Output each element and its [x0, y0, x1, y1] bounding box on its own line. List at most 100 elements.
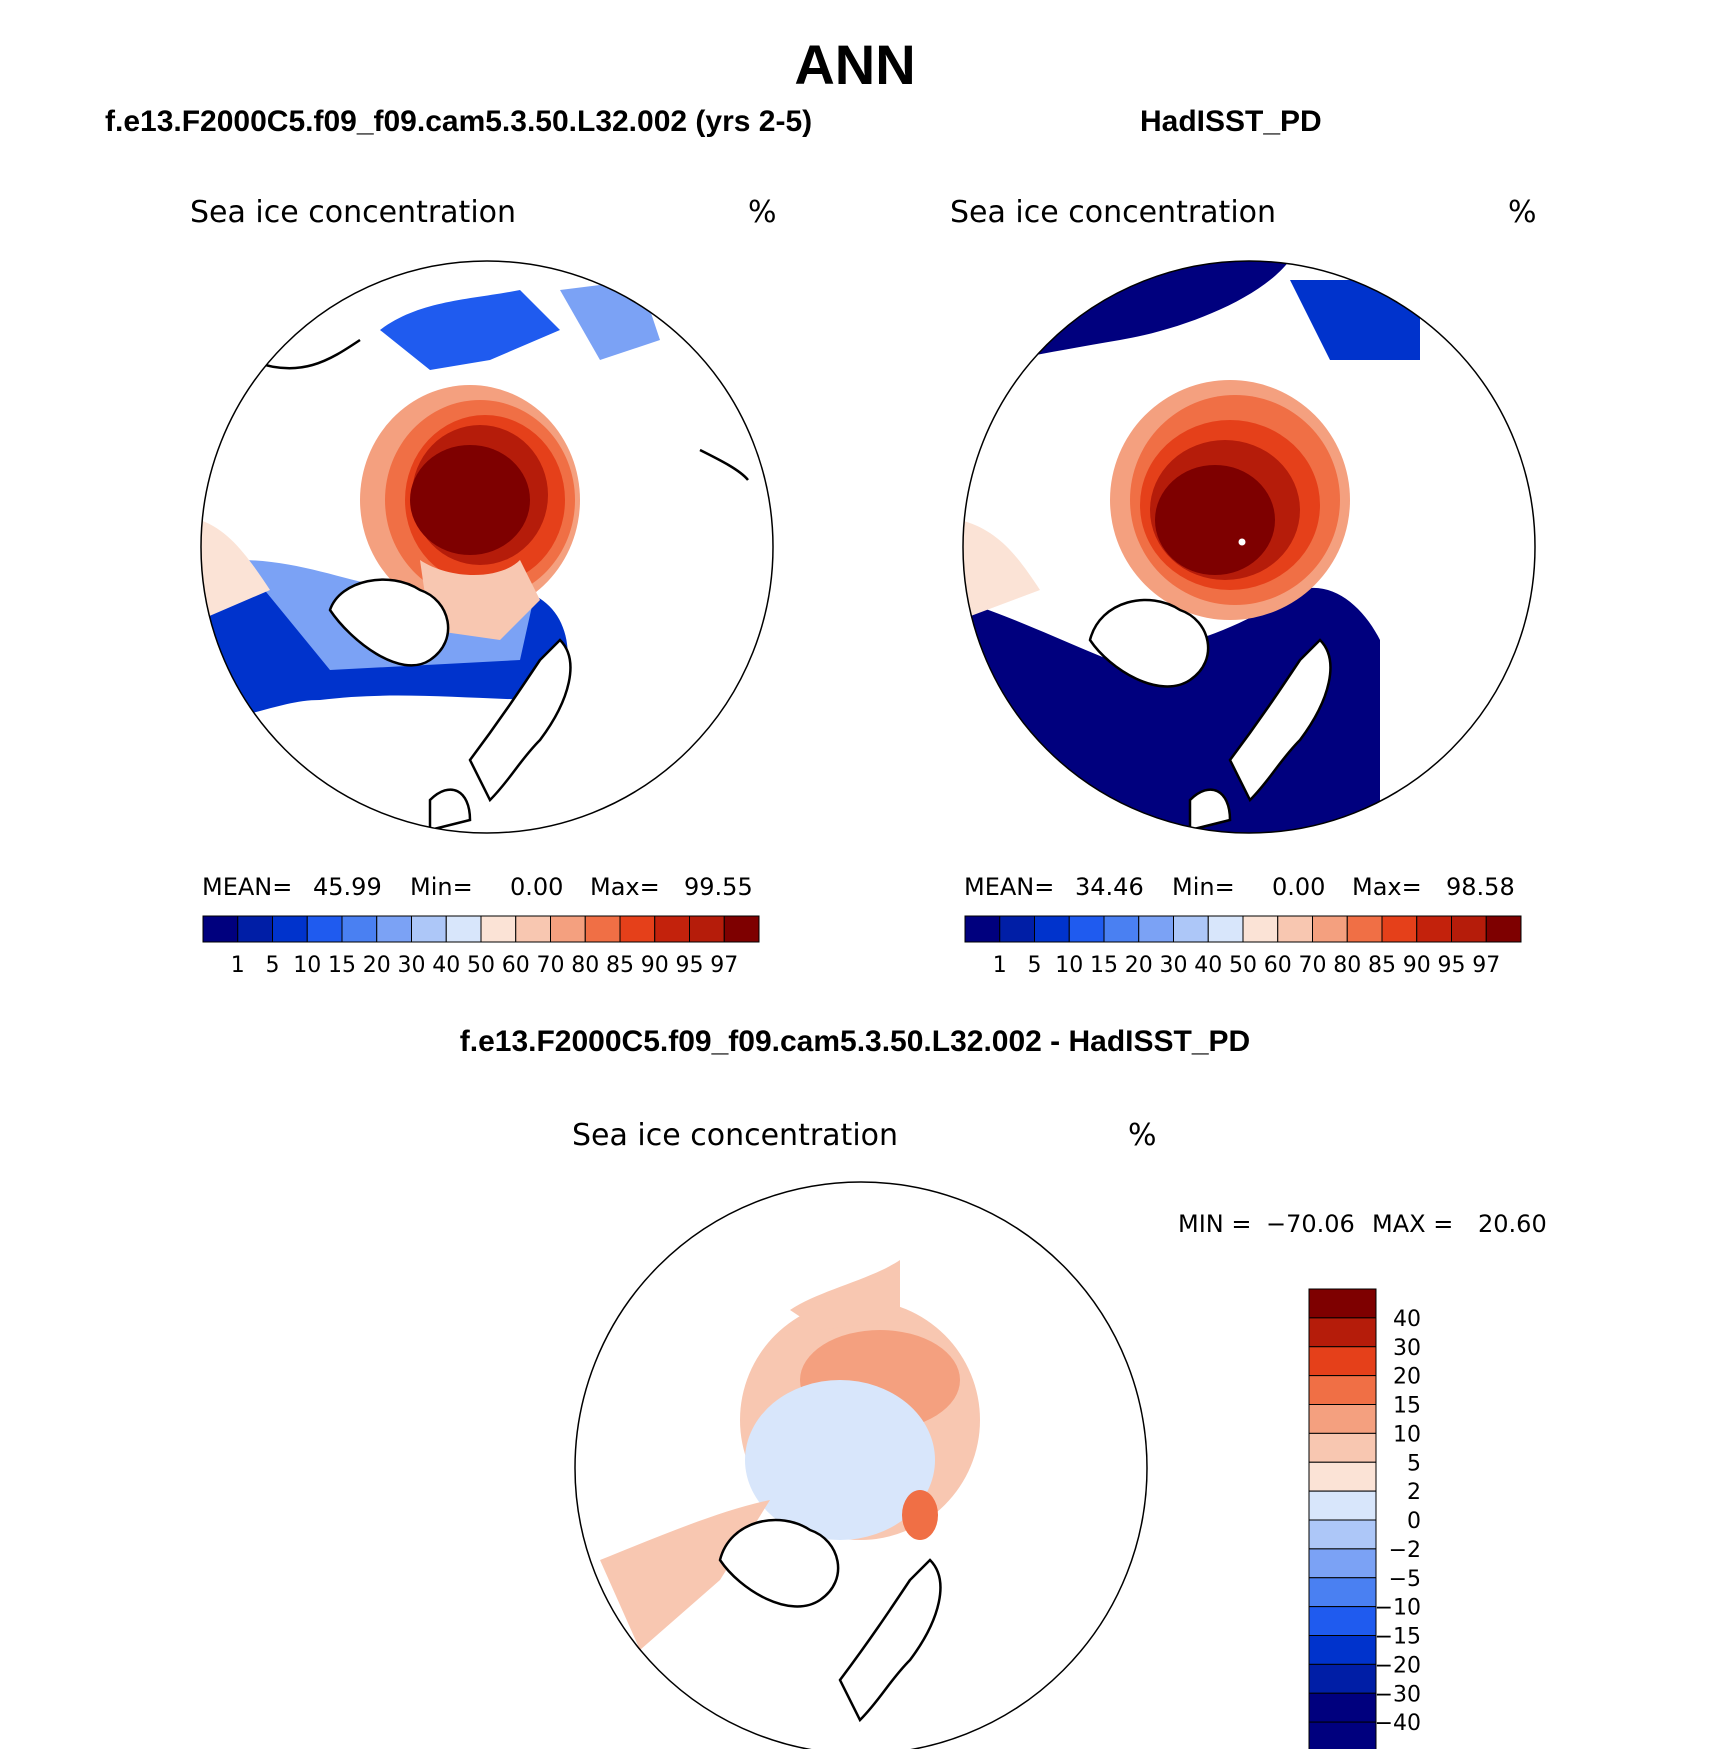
colorbar-tick-label: −5: [1389, 1567, 1421, 1592]
mean-label-obs: MEAN=: [964, 873, 1054, 901]
pole-hole: [1238, 538, 1246, 546]
colorbar-swatch: [202, 915, 239, 943]
colorbar-swatch: [1308, 1519, 1377, 1550]
ice-70: [420, 560, 540, 640]
colorbar-tick-label: −40: [1375, 1711, 1421, 1736]
colorbar-tick-label: 30: [1160, 953, 1188, 978]
mean-value-obs: 34.46: [1075, 873, 1144, 901]
colorbar-swatch: [515, 915, 551, 943]
colorbar-tick-label: 10: [1393, 1422, 1421, 1447]
panel-model: Sea ice concentration % MEAN= 45.99 Min=…: [190, 195, 777, 978]
colorbar-tick-label: 60: [1264, 953, 1292, 978]
colorbar-swatch: [1103, 915, 1140, 943]
min-label-obs: Min=: [1172, 873, 1235, 901]
colorbar-tick-label: 5: [266, 953, 280, 978]
colorbar-tick-label: 30: [398, 953, 426, 978]
max-value-obs: 98.58: [1446, 873, 1515, 901]
colorbar-swatch: [1173, 915, 1209, 943]
colorbar-tick-label: 20: [363, 953, 391, 978]
colorbar-tick-label: 85: [606, 953, 634, 978]
ice-97: [410, 445, 530, 555]
colorbar-tick-label: 15: [328, 953, 356, 978]
colorbar-tick-label: 10: [293, 953, 321, 978]
colorbar-swatch: [1277, 915, 1313, 943]
units-label-difference: %: [1128, 1118, 1157, 1153]
max-label-model: Max=: [590, 873, 660, 901]
max-label-obs: Max=: [1352, 873, 1422, 901]
colorbar-tick-label: 15: [1393, 1394, 1421, 1419]
colorbar-swatch: [272, 915, 308, 943]
colorbar-swatch: [1308, 1375, 1377, 1405]
colorbar-tick-label: −10: [1375, 1596, 1421, 1621]
colorbar-swatch: [1308, 1721, 1377, 1749]
colorbar-tick-label: 1: [993, 953, 1007, 978]
colorbar-tick-label: 97: [710, 953, 738, 978]
colorbar-tick-label: 10: [1055, 953, 1083, 978]
min-value-obs: 0.00: [1272, 873, 1325, 901]
colorbar-swatch: [1308, 1461, 1377, 1492]
polar-map-model: [201, 261, 773, 833]
colorbar-swatch: [237, 915, 273, 943]
colorbar-swatch: [964, 915, 1001, 943]
colorbar-tick-label: 80: [571, 953, 599, 978]
colorbar-tick-label: 5: [1028, 953, 1042, 978]
max-value-difference: 20.60: [1478, 1210, 1547, 1238]
colorbar-swatch: [1381, 915, 1418, 943]
min-label-difference: MIN =: [1178, 1210, 1251, 1238]
colorbar-tick-label: 20: [1125, 953, 1153, 978]
colorbar-tick-label: 70: [1299, 953, 1327, 978]
colorbar-swatch: [654, 915, 690, 943]
colorbar-tick-label: 40: [1194, 953, 1222, 978]
diff-near-zero: [745, 1380, 935, 1540]
variable-label-obs: Sea ice concentration: [950, 195, 1276, 230]
colorbar-obs: 1 5 10 15 20 30 40 50 60 70 80 85 90 95 97: [964, 915, 1522, 978]
colorbar-swatch: [376, 915, 412, 943]
colorbar-swatch: [1308, 1577, 1377, 1608]
mean-value-model: 45.99: [313, 873, 382, 901]
colorbar-swatch: [480, 915, 517, 943]
british-isles-coast: [428, 788, 472, 832]
greenland-coast-obs: [1088, 598, 1210, 688]
colorbar-swatch: [1034, 915, 1070, 943]
colorbar-tick-label: 50: [1229, 953, 1257, 978]
colorbar-swatch: [1138, 915, 1174, 943]
page-title: ANN: [794, 33, 916, 96]
colorbar-swatch: [1308, 1432, 1377, 1463]
colorbar-tick-label: −30: [1375, 1682, 1421, 1707]
variable-label-model: Sea ice concentration: [190, 195, 516, 230]
colorbar-tick-label: −2: [1389, 1538, 1421, 1563]
colorbar-swatch: [1308, 1635, 1377, 1665]
colorbar-swatch: [1308, 1692, 1377, 1723]
colorbar-tick-label: 0: [1407, 1509, 1421, 1534]
colorbar-swatch: [1308, 1663, 1377, 1694]
colorbar-swatch: [411, 915, 447, 943]
colorbar-tick-label: 85: [1368, 953, 1396, 978]
colorbar-swatch: [1308, 1606, 1377, 1636]
alaska-coast: [699, 448, 749, 481]
colorbar-tick-label: 95: [1438, 953, 1466, 978]
colorbar-tick-label: 15: [1090, 953, 1118, 978]
mean-label-model: MEAN=: [202, 873, 292, 901]
colorbar-swatch: [689, 915, 725, 943]
model-case-title: f.e13.F2000C5.f09_f09.cam5.3.50.L32.002 …: [105, 105, 813, 138]
panel-difference: Sea ice concentration % MIN = −70.06 MAX…: [572, 1118, 1547, 1749]
ice-97-obs: [1155, 465, 1275, 575]
colorbar-tick-label: 1: [231, 953, 245, 978]
colorbar-swatch: [999, 915, 1035, 943]
max-label-difference: MAX =: [1372, 1210, 1453, 1238]
map-border-difference: [574, 1181, 1148, 1749]
colorbar-swatch: [619, 915, 656, 943]
colorbar-swatch: [1346, 915, 1383, 943]
colorbar-swatch: [445, 915, 482, 943]
colorbar-tick-label: 60: [502, 953, 530, 978]
min-value-model: 0.00: [510, 873, 563, 901]
colorbar-tick-label: −20: [1375, 1653, 1421, 1678]
scandinavia-coast-obs: [1228, 638, 1332, 803]
colorbar-tick-label: 90: [641, 953, 669, 978]
colorbar-swatch: [1068, 915, 1105, 943]
colorbar-swatch: [1485, 915, 1522, 943]
colorbar-swatch: [1308, 1404, 1377, 1434]
colorbar-tick-label: 50: [467, 953, 495, 978]
colorbar-swatch: [1242, 915, 1279, 943]
